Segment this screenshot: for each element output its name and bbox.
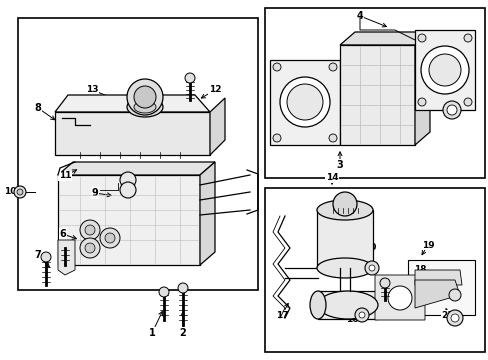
- Circle shape: [463, 34, 471, 42]
- Circle shape: [387, 286, 411, 310]
- Circle shape: [17, 189, 23, 195]
- Bar: [316, 210, 372, 268]
- Circle shape: [178, 283, 187, 293]
- Polygon shape: [200, 162, 215, 265]
- Circle shape: [120, 182, 136, 198]
- Ellipse shape: [316, 200, 372, 220]
- Text: 6: 6: [60, 229, 66, 239]
- Circle shape: [184, 73, 195, 83]
- Circle shape: [14, 186, 26, 198]
- Circle shape: [368, 265, 374, 271]
- Bar: [58, 175, 200, 265]
- Bar: [317, 291, 377, 319]
- Circle shape: [159, 287, 169, 297]
- Circle shape: [41, 252, 51, 262]
- Circle shape: [450, 314, 458, 322]
- Ellipse shape: [316, 258, 372, 278]
- Circle shape: [448, 289, 460, 301]
- Circle shape: [80, 238, 100, 258]
- Polygon shape: [55, 112, 209, 155]
- Bar: [264, 8, 484, 178]
- Text: 16: 16: [345, 315, 358, 324]
- Text: 19: 19: [421, 240, 433, 249]
- Bar: [269, 60, 339, 145]
- Ellipse shape: [309, 291, 325, 319]
- Text: 14: 14: [325, 174, 338, 183]
- Text: 11: 11: [59, 171, 71, 180]
- Circle shape: [134, 86, 156, 108]
- Circle shape: [328, 63, 336, 71]
- Text: 2: 2: [179, 328, 186, 338]
- Text: 4: 4: [356, 11, 363, 21]
- Circle shape: [100, 228, 120, 248]
- Bar: [18, 18, 258, 290]
- Polygon shape: [58, 162, 215, 175]
- Circle shape: [105, 233, 115, 243]
- Circle shape: [272, 134, 281, 142]
- Bar: [414, 30, 474, 110]
- Text: 15: 15: [371, 291, 384, 300]
- Polygon shape: [414, 32, 429, 145]
- Circle shape: [420, 46, 468, 94]
- Polygon shape: [374, 275, 424, 320]
- Text: 9: 9: [91, 188, 98, 198]
- Text: 3: 3: [336, 160, 343, 170]
- Circle shape: [80, 220, 100, 240]
- Ellipse shape: [134, 101, 156, 113]
- Circle shape: [286, 84, 323, 120]
- Text: 10: 10: [4, 188, 16, 197]
- Text: 20: 20: [363, 243, 375, 252]
- Circle shape: [446, 310, 462, 326]
- Circle shape: [280, 77, 329, 127]
- Circle shape: [417, 34, 425, 42]
- Text: 12: 12: [208, 85, 221, 94]
- Text: 7: 7: [35, 250, 41, 260]
- Circle shape: [127, 79, 163, 115]
- Bar: [264, 188, 484, 352]
- Circle shape: [354, 308, 368, 322]
- Polygon shape: [339, 32, 429, 45]
- Text: 17: 17: [275, 310, 288, 320]
- Circle shape: [442, 101, 460, 119]
- Bar: [407, 260, 474, 315]
- Text: 5: 5: [451, 103, 457, 113]
- Ellipse shape: [317, 291, 377, 319]
- Polygon shape: [414, 280, 459, 308]
- Polygon shape: [414, 270, 461, 285]
- Circle shape: [428, 54, 460, 86]
- Circle shape: [272, 63, 281, 71]
- Circle shape: [332, 192, 356, 216]
- Text: 21: 21: [441, 310, 453, 320]
- Text: 18: 18: [413, 266, 426, 274]
- Circle shape: [417, 98, 425, 106]
- Ellipse shape: [127, 97, 163, 117]
- Circle shape: [328, 134, 336, 142]
- Text: 8: 8: [35, 103, 41, 113]
- Circle shape: [85, 225, 95, 235]
- Circle shape: [120, 172, 136, 188]
- Circle shape: [446, 105, 456, 115]
- Circle shape: [379, 278, 389, 288]
- Circle shape: [364, 261, 378, 275]
- Circle shape: [463, 98, 471, 106]
- Text: 1: 1: [148, 328, 155, 338]
- Text: 13: 13: [85, 85, 98, 94]
- Circle shape: [85, 243, 95, 253]
- Bar: [339, 45, 414, 145]
- Circle shape: [358, 312, 364, 318]
- Polygon shape: [58, 240, 75, 275]
- Polygon shape: [209, 98, 224, 155]
- Polygon shape: [55, 95, 209, 112]
